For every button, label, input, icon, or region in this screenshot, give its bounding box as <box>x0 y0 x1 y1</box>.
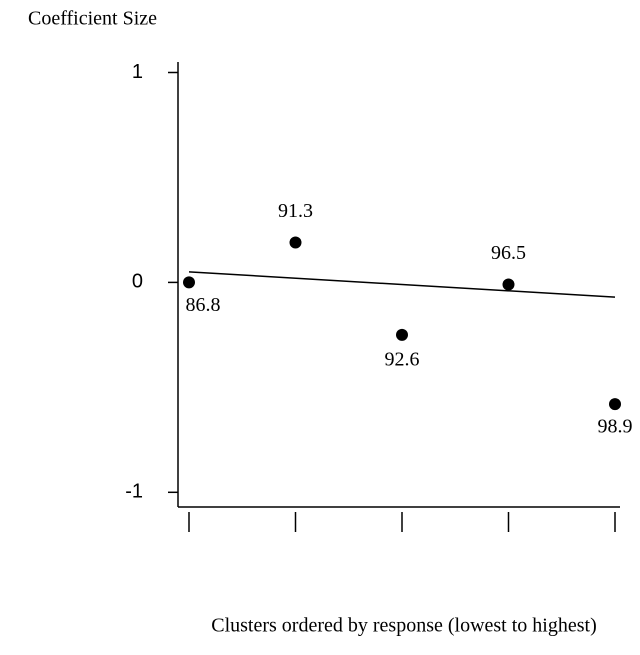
point <box>289 236 302 249</box>
point <box>396 328 408 341</box>
chart-title: Coefficient Size <box>28 8 157 30</box>
point <box>183 276 195 289</box>
x-axis-label: Clusters ordered by response (lowest to … <box>211 615 596 637</box>
point-label: 91.3 <box>278 200 313 222</box>
point-label: 86.8 <box>186 294 221 316</box>
point <box>502 278 515 291</box>
y-tick-label: -1 <box>125 481 143 503</box>
y-tick-label: 1 <box>132 61 143 83</box>
point-label: 92.6 <box>385 348 420 370</box>
point-label: 96.5 <box>491 242 526 264</box>
y-tick-label: 0 <box>132 271 143 293</box>
point-label: 98.9 <box>598 416 633 438</box>
trend-line <box>188 271 616 298</box>
point <box>609 398 621 411</box>
